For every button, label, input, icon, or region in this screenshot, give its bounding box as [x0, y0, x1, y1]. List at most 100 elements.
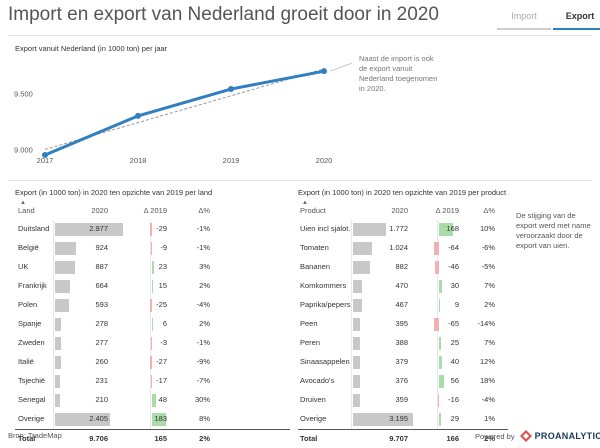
row-delta: 40	[450, 357, 459, 366]
table-row: Italië 260 -27 -9%	[15, 353, 290, 372]
divider-value	[53, 220, 54, 429]
row-label: UK	[18, 262, 29, 271]
value-bar	[353, 280, 362, 293]
row-delta: -27	[156, 357, 167, 366]
total-divider	[15, 429, 290, 430]
row-label: Duitsland	[18, 224, 50, 233]
row-value: 376	[395, 376, 408, 385]
row-value: 3.195	[389, 414, 408, 423]
table-row: Overige 3.195 29 1%	[298, 410, 508, 429]
row-label: Overige	[18, 414, 45, 423]
total-label: Total	[18, 434, 36, 443]
delta-bar-negative	[437, 394, 439, 407]
row-pct: -7%	[196, 376, 210, 385]
row-delta: 30	[450, 281, 459, 290]
row-pct: -14%	[477, 319, 495, 328]
divider-delta	[150, 220, 151, 429]
delta-bar-negative	[433, 242, 439, 255]
row-pct: -4%	[481, 395, 495, 404]
row-label: Paprika/pepers	[300, 300, 351, 309]
value-bar	[353, 299, 362, 312]
delta-bar-positive	[439, 299, 440, 312]
row-pct: 10%	[479, 224, 495, 233]
delta-bar-positive	[152, 280, 154, 293]
value-bar	[55, 261, 76, 274]
row-pct: -9%	[196, 357, 210, 366]
delta-bar-positive	[439, 280, 442, 293]
delta-bar-positive	[152, 394, 156, 407]
row-value: 2.405	[89, 414, 108, 423]
row-delta: 48	[158, 395, 167, 404]
delta-bar-positive	[152, 413, 166, 426]
row-value: 1.772	[389, 224, 408, 233]
row-delta: 56	[450, 376, 459, 385]
sort-icon[interactable]: ▲	[20, 200, 26, 206]
delta-bar-positive	[439, 356, 443, 369]
row-label: Polen	[18, 300, 38, 309]
delta-bar-negative	[149, 356, 152, 369]
value-bar	[353, 413, 413, 426]
data-point-2020	[321, 68, 327, 75]
row-pct: 2%	[199, 281, 210, 290]
row-pct: 3%	[199, 262, 210, 271]
table-row: UK 887 23 3%	[15, 258, 290, 277]
powered-by: Powered by PROANALYTICS	[475, 430, 600, 442]
row-value: 231	[95, 376, 108, 385]
col-header-name: Product	[300, 206, 326, 215]
data-point-2017	[42, 152, 48, 158]
total-row: Total 9.706 165 2%	[15, 430, 290, 448]
row-delta: 15	[158, 281, 167, 290]
value-bar	[55, 413, 110, 426]
table-row: Zweden 277 -3 -1%	[15, 334, 290, 353]
tab-import[interactable]: Import	[497, 8, 551, 30]
delta-bar-negative	[435, 261, 439, 274]
col-header-delta: Δ 2019	[435, 206, 459, 215]
row-pct: 2%	[484, 300, 495, 309]
x-tick-label-2018: 2018	[130, 156, 147, 165]
tab-export[interactable]: Export	[553, 8, 600, 30]
delta-bar-negative	[151, 337, 152, 350]
product-annotation: De stijging van de export werd met name …	[516, 211, 591, 250]
row-label: Italië	[18, 357, 34, 366]
row-pct: 7%	[484, 281, 495, 290]
table-row: Bananen 882 -46 -5%	[298, 258, 508, 277]
row-pct: 1%	[484, 414, 495, 423]
header-divider	[8, 35, 592, 36]
powered-by-label: Powered by	[475, 431, 515, 441]
col-header-2020: 2020	[391, 206, 408, 215]
table-row: Paprika/pepers 467 9 2%	[298, 296, 508, 315]
row-label: Zweden	[18, 338, 45, 347]
sort-icon[interactable]: ▲	[302, 200, 308, 206]
row-value: 467	[395, 300, 408, 309]
trend-line	[44, 68, 325, 150]
row-pct: -1%	[196, 224, 210, 233]
delta-bar-positive	[439, 413, 442, 426]
y-tick-label-1: 9.500	[14, 90, 33, 99]
value-bar	[353, 394, 360, 407]
divider-value	[351, 220, 352, 429]
row-value: 388	[395, 338, 408, 347]
table-row: Senegal 210 48 30%	[15, 391, 290, 410]
delta-bar-positive	[152, 261, 154, 274]
delta-bar-positive	[439, 337, 442, 350]
row-pct: -5%	[481, 262, 495, 271]
table-row: Tomaten 1.024 -64 -6%	[298, 239, 508, 258]
value-bar	[55, 280, 71, 293]
delta-bar-negative	[433, 318, 439, 331]
brand-name: PROANALYTICS	[534, 431, 600, 441]
value-bar	[353, 375, 361, 388]
row-value: 2.977	[89, 224, 108, 233]
series-line-export	[44, 69, 325, 157]
data-point-2018	[135, 112, 141, 119]
row-label: Bananen	[300, 262, 331, 271]
row-label: Druiven	[300, 395, 326, 404]
row-pct: 8%	[199, 414, 210, 423]
value-bar	[55, 337, 62, 350]
table-row: Peen 395 -65 -14%	[298, 315, 508, 334]
row-label: Frankrijk	[18, 281, 47, 290]
row-label: Tomaten	[300, 243, 329, 252]
row-value: 924	[95, 243, 108, 252]
row-pct: -6%	[481, 243, 495, 252]
row-pct: 2%	[199, 319, 210, 328]
table-row: Uien incl sjalot. 1.772 168 10%	[298, 220, 508, 239]
